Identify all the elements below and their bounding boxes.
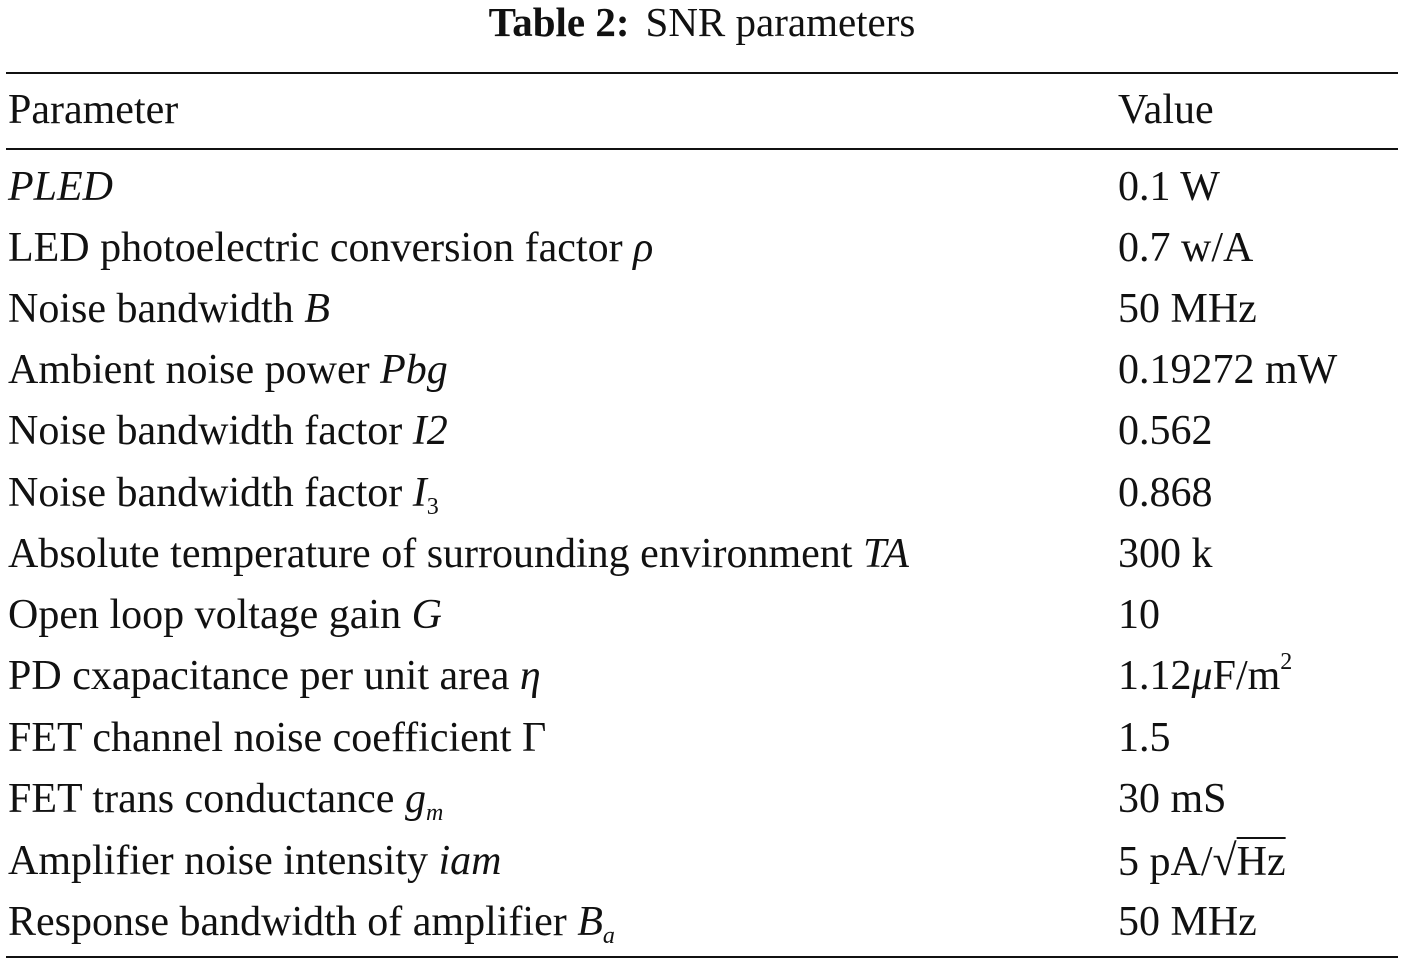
table-row-param: Open loop voltage gain G <box>8 591 442 639</box>
table-row-param: Noise bandwidth factor I3 <box>8 469 439 520</box>
table-row-value: 0.1 W <box>1118 164 1220 210</box>
caption-label: Table 2: <box>488 0 630 45</box>
table-row-value: 50 MHz <box>1118 286 1257 332</box>
table-row-value: 30 mS <box>1118 776 1227 822</box>
param-symbol: iam <box>438 838 502 884</box>
table-row-param: Amplifier noise intensity iam <box>8 837 501 885</box>
table-row-value: 5 pA/√Hz <box>1118 837 1286 886</box>
param-text: Response bandwidth of amplifier <box>8 899 578 945</box>
param-text: Amplifier noise intensity <box>8 838 439 884</box>
param-text: Ambient noise power <box>8 347 381 393</box>
table-row-param: LED photoelectric conversion factor ρ <box>8 224 653 272</box>
table-row-value: 0.19272 mW <box>1118 347 1338 393</box>
param-text: LED photoelectric conversion factor <box>8 225 634 271</box>
bottom-rule <box>6 956 1398 958</box>
table-row-value: 0.868 <box>1118 470 1213 516</box>
param-text: Open loop voltage gain <box>8 592 412 638</box>
param-text: FET trans conductance <box>8 776 405 822</box>
table-row-param: Ambient noise power Pbg <box>8 346 448 394</box>
param-text: Noise bandwidth <box>8 286 305 332</box>
param-symbol: Γ <box>521 715 547 761</box>
table-row-value: 10 <box>1118 592 1160 638</box>
param-subscript: a <box>602 923 615 949</box>
table-row-param: FET trans conductance gm <box>8 775 444 826</box>
caption-title: SNR parameters <box>645 0 916 45</box>
value-mu: μ <box>1191 653 1213 699</box>
param-symbol: g <box>404 776 426 822</box>
param-symbol: Pbg <box>380 347 448 393</box>
param-symbol: PLED <box>8 164 113 210</box>
top-rule <box>6 72 1398 74</box>
value-unit: F/m <box>1212 653 1281 699</box>
table-row-value: 1.5 <box>1118 715 1171 761</box>
table-row-value: 0.562 <box>1118 408 1213 454</box>
param-text: PD cxapacitance per unit area <box>8 653 520 699</box>
param-subscript: m <box>425 800 444 826</box>
param-symbol: TA <box>862 531 909 577</box>
param-symbol: ρ <box>633 225 654 271</box>
table-row-value: 300 k <box>1118 531 1213 577</box>
table-row-param: Noise bandwidth factor I2 <box>8 407 448 455</box>
table-row-param: PD cxapacitance per unit area η <box>8 652 541 700</box>
header-value: Value <box>1118 87 1214 133</box>
param-text: Absolute temperature of surrounding envi… <box>8 531 863 577</box>
table-row-value: 50 MHz <box>1118 899 1257 945</box>
param-symbol: I <box>412 470 427 516</box>
sqrt-symbol: √ <box>1212 836 1237 885</box>
table-row-param: FET channel noise coefficient Γ <box>8 714 546 762</box>
param-symbol: I2 <box>412 408 448 454</box>
value-radicand: Hz <box>1236 839 1286 885</box>
table-row-value: 0.7 w/A <box>1118 225 1254 271</box>
param-subscript: 3 <box>426 494 439 520</box>
param-symbol: B <box>577 899 603 945</box>
header-parameter: Parameter <box>8 87 179 133</box>
table-row-param: Absolute temperature of surrounding envi… <box>8 530 909 578</box>
param-text: Noise bandwidth factor <box>8 408 413 454</box>
value-number: 5 pA/ <box>1118 839 1213 885</box>
value-number: 1.12 <box>1118 653 1192 699</box>
param-text: Noise bandwidth factor <box>8 470 413 516</box>
table-row-value: 1.12μF/m2 <box>1118 649 1293 700</box>
header-rule <box>6 148 1398 150</box>
param-symbol: G <box>411 592 442 638</box>
table-caption: Table 2: SNR parameters <box>0 0 1404 44</box>
table-row-param: Noise bandwidth B <box>8 285 330 333</box>
param-text: FET channel noise coefficient <box>8 715 522 761</box>
param-symbol: η <box>519 653 541 699</box>
value-superscript: 2 <box>1280 649 1293 675</box>
table-row-param: PLED <box>8 163 113 211</box>
table-row-param: Response bandwidth of amplifier Ba <box>8 898 615 949</box>
param-symbol: B <box>304 286 330 332</box>
